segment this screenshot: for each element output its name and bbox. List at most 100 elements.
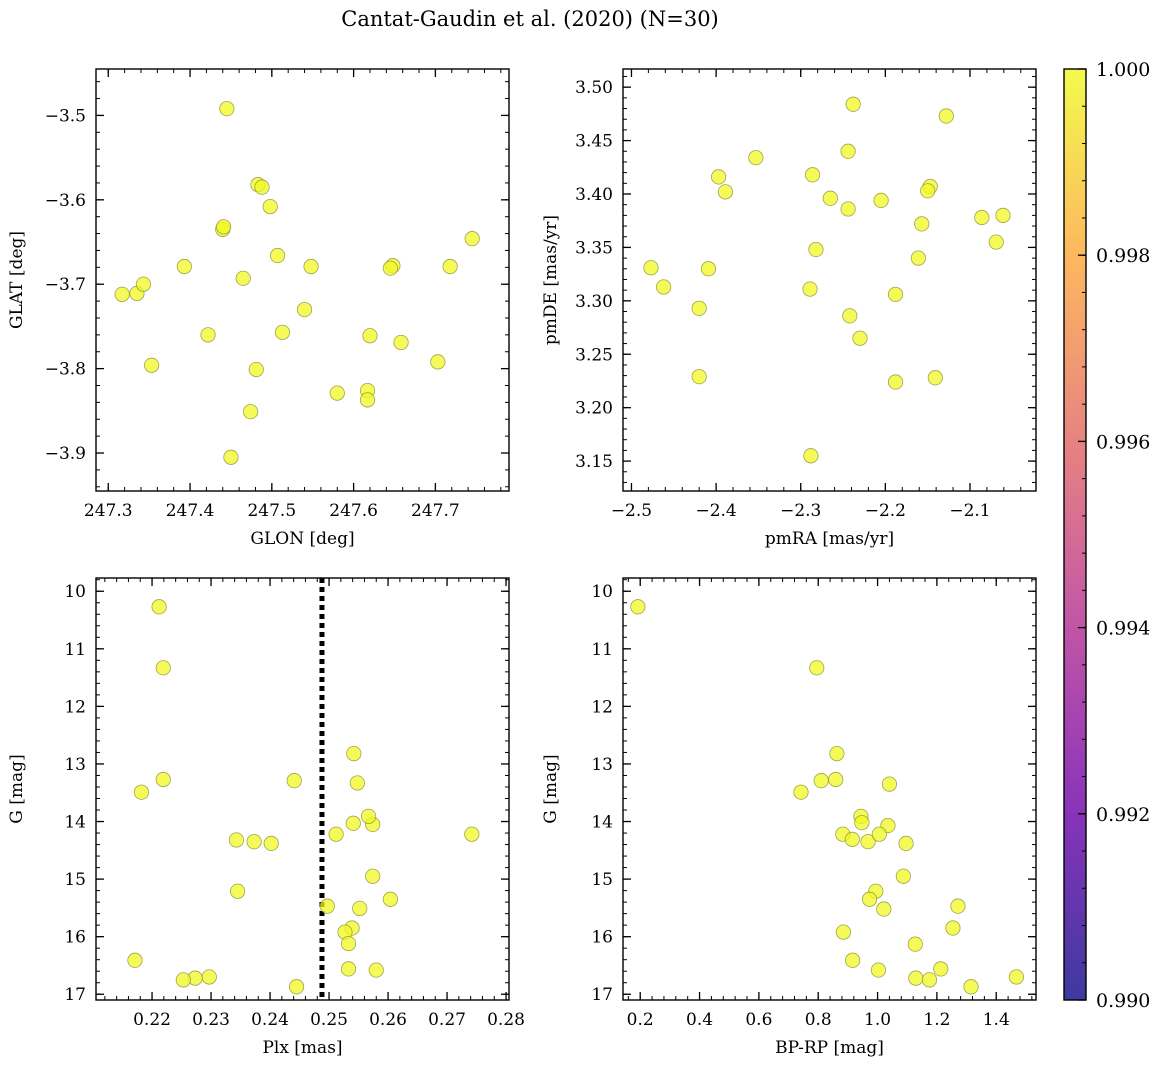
ticks: 0.22 0.23 0.24 0.25 0.26 0.27 0.28 10 11 12 13 14 15… (64, 578, 525, 1030)
data-point (691, 300, 707, 316)
data-point (845, 96, 861, 112)
data-point (920, 183, 936, 199)
x-axis-label: Plx [mas] (262, 1038, 342, 1058)
axes-frame (622, 68, 1037, 492)
data-point (430, 354, 446, 370)
data-point (382, 260, 399, 276)
data-point (319, 898, 335, 914)
data-point (873, 192, 889, 209)
data-point (329, 385, 345, 401)
y-tick-label: 3.15 (575, 452, 613, 472)
data-point (887, 374, 904, 390)
data-point (263, 835, 279, 852)
data-point (835, 924, 852, 940)
x-tick-label: 247.4 (166, 501, 215, 521)
data-point (933, 961, 949, 977)
panel-1: 247.3 247.4 247.5 247.6 247.7 −3.5 −3.6 −3.7 −3.… (7, 68, 510, 549)
data-point (921, 972, 938, 988)
y-tick-label: 3.20 (575, 399, 613, 419)
data-point (700, 261, 717, 277)
data-point (362, 328, 378, 344)
data-point (230, 883, 246, 899)
data-point (464, 826, 480, 842)
data-point (346, 745, 362, 762)
data-point (802, 281, 818, 297)
colorbar-frame (1063, 68, 1087, 1001)
y-tick-label: 13 (591, 755, 613, 775)
data-point (219, 101, 235, 117)
data-point (871, 826, 887, 842)
data-point (340, 935, 357, 952)
data-point (288, 979, 305, 995)
x-tick-label: 247.5 (247, 501, 296, 521)
data-point (235, 270, 251, 286)
y-tick-label: 15 (64, 870, 86, 890)
data-point (228, 832, 245, 848)
ticks: −2.5 −2.4 −2.3 −2.2 −2.1 3.15 3.20 3.25 3.30 3.35… (575, 69, 1036, 521)
x-tick-label: 247.3 (84, 501, 133, 521)
axes-frame (622, 577, 1037, 1001)
x-tick-label: 0.6 (745, 1010, 772, 1030)
data-point (215, 219, 232, 235)
y-tick-label: −3.8 (45, 360, 86, 380)
y-tick-label: 17 (64, 985, 86, 1005)
y-tick-label: −3.9 (45, 444, 86, 464)
y-tick-label: 3.30 (575, 292, 613, 312)
x-tick-label: 0.22 (133, 1010, 171, 1030)
y-tick-label: 11 (64, 640, 86, 660)
data-point (630, 599, 646, 615)
data-point (155, 771, 171, 788)
x-tick-label: −2.1 (949, 501, 990, 521)
x-tick-label: 0.26 (369, 1010, 407, 1030)
data-point (717, 184, 734, 200)
y-tick-label: 12 (64, 697, 86, 717)
data-point (910, 250, 926, 266)
data-point (442, 258, 458, 275)
data-point (927, 370, 943, 386)
colorbar-tick-label: 0.996 (1096, 431, 1150, 453)
data-point (907, 936, 923, 952)
data-point (135, 276, 152, 292)
panel-4: 0.2 0.4 0.6 0.8 1.0 1.2 1.4 10 11 12 13 14 15 16 17 BP-… (541, 577, 1037, 1058)
data-point (359, 392, 376, 408)
data-point (854, 815, 870, 831)
data-point (175, 972, 191, 988)
data-point (938, 108, 954, 124)
data-point (656, 279, 672, 295)
y-tick-label: 3.40 (575, 185, 613, 205)
data-point (223, 449, 239, 465)
data-point (365, 868, 381, 884)
x-tick-label: 1.4 (983, 1010, 1010, 1030)
data-point (945, 920, 961, 936)
data-point (368, 962, 384, 978)
data-point (852, 330, 868, 346)
data-point (127, 952, 143, 968)
x-tick-label: 1.2 (923, 1010, 950, 1030)
figure-title: Cantat-Gaudin et al. (2020) (N=30) (341, 7, 719, 31)
colorbar-tick-label: 0.990 (1096, 990, 1150, 1012)
panel-3: 0.22 0.23 0.24 0.25 0.26 0.27 0.28 10 11 12 13 14 15… (7, 577, 525, 1058)
axes-frame (95, 68, 510, 492)
data-point (328, 826, 344, 842)
data-point (274, 324, 291, 340)
data-point (842, 308, 858, 324)
colorbar-tick-label: 0.992 (1096, 804, 1150, 826)
y-axis-label: pmDE [mas/yr] (541, 215, 561, 345)
x-tick-label: 0.8 (805, 1010, 832, 1030)
y-tick-label: 16 (64, 928, 86, 948)
data-point (345, 815, 361, 831)
data-point (793, 784, 809, 800)
data-point (200, 327, 216, 343)
x-tick-label: 0.2 (627, 1010, 654, 1030)
x-tick-label: 247.7 (411, 501, 460, 521)
data-point (881, 776, 898, 792)
x-tick-label: 247.6 (329, 501, 378, 521)
x-tick-label: 0.27 (428, 1010, 466, 1030)
data-point (908, 970, 924, 986)
data-point (829, 745, 845, 762)
data-point (974, 209, 990, 226)
data-point (133, 784, 150, 800)
y-tick-label: 14 (64, 813, 86, 833)
x-tick-label: −2.2 (865, 501, 906, 521)
y-tick-label: 3.50 (575, 78, 613, 98)
